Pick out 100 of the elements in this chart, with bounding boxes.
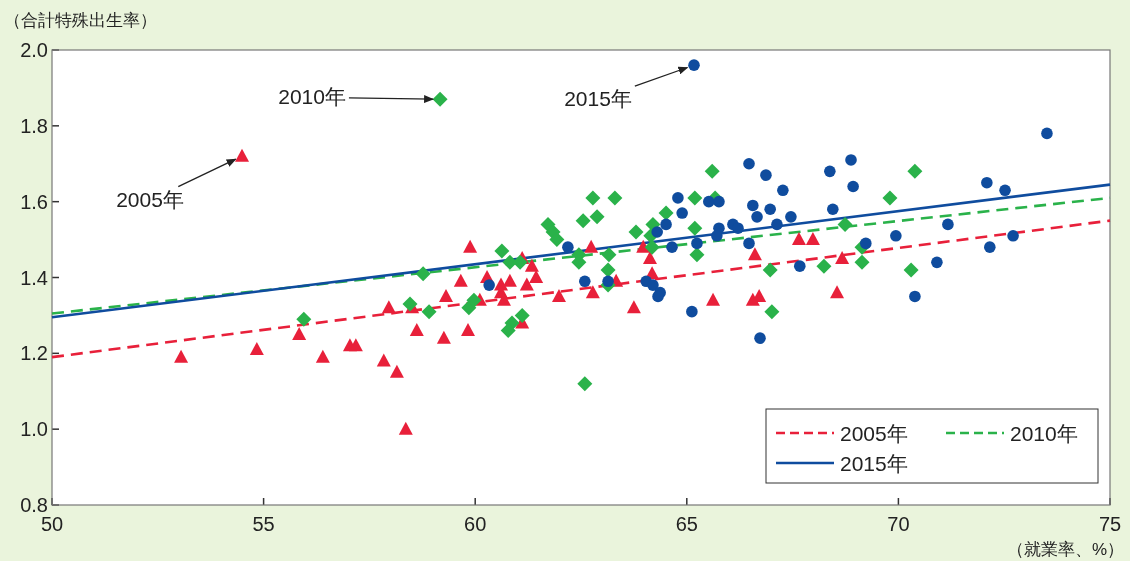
point [483, 279, 495, 291]
point [837, 216, 853, 232]
point [651, 226, 663, 238]
point [524, 258, 539, 272]
point [805, 232, 820, 246]
point [743, 157, 755, 170]
x-tick-label: 55 [252, 513, 275, 535]
point [584, 239, 599, 253]
point [381, 300, 396, 314]
point [760, 169, 772, 181]
point [466, 292, 482, 308]
annotation: 2015年 [564, 87, 632, 111]
point [601, 247, 617, 263]
point [348, 338, 363, 352]
point [502, 273, 517, 287]
annotation: 2010年 [278, 85, 346, 109]
point [575, 213, 591, 229]
point [771, 218, 783, 231]
point [660, 218, 672, 231]
point [764, 203, 776, 216]
point [791, 232, 806, 246]
point [500, 323, 516, 339]
x-tick-label: 60 [464, 513, 487, 535]
y-tick-label: 2.0 [20, 39, 48, 61]
point [687, 190, 703, 206]
y-tick-label: 1.2 [20, 342, 48, 365]
point [628, 224, 644, 240]
point [551, 288, 566, 302]
point [666, 241, 678, 253]
point [827, 203, 839, 216]
annotation: 2005年 [116, 188, 184, 212]
point [644, 239, 660, 255]
point [706, 292, 721, 306]
point [398, 421, 413, 435]
point [529, 270, 544, 283]
point [494, 243, 510, 259]
point [743, 237, 755, 250]
point [409, 323, 424, 337]
y-axis-title: （合計特殊出生率） [4, 11, 157, 30]
point [713, 195, 725, 208]
point [751, 211, 763, 223]
point [292, 326, 307, 340]
point [642, 251, 657, 265]
point [652, 290, 664, 303]
point [860, 237, 872, 250]
point [785, 211, 797, 223]
point [942, 218, 954, 231]
point [824, 165, 836, 178]
point [647, 279, 659, 291]
point [602, 275, 614, 288]
point [854, 254, 870, 270]
point [463, 239, 478, 253]
point [688, 59, 700, 71]
point [514, 307, 530, 323]
point [315, 349, 330, 363]
point [235, 148, 250, 162]
point [174, 349, 189, 363]
point [461, 323, 476, 337]
point [562, 241, 574, 253]
point [931, 256, 943, 269]
point [747, 247, 762, 261]
point [984, 241, 996, 253]
point [549, 232, 565, 248]
point [432, 91, 448, 107]
legend-label: 2010年 [1010, 422, 1078, 445]
point [579, 275, 591, 288]
legend-label: 2005年 [840, 422, 908, 445]
point [882, 190, 898, 206]
point [903, 262, 919, 278]
x-tick-label: 70 [887, 513, 910, 535]
point [1007, 229, 1019, 242]
x-axis-title: （就業率、%） [1006, 540, 1124, 559]
point [439, 288, 453, 302]
point [691, 237, 703, 250]
point [1041, 127, 1053, 140]
point [607, 190, 623, 206]
x-tick-label: 50 [40, 513, 64, 535]
point [907, 163, 923, 179]
point [421, 304, 437, 320]
y-tick-label: 0.8 [20, 494, 48, 516]
point [415, 266, 431, 282]
point [764, 304, 780, 320]
point [687, 220, 703, 236]
point [754, 332, 766, 344]
y-tick-label: 1.8 [20, 114, 48, 137]
point [676, 207, 688, 219]
point [658, 205, 674, 221]
point [890, 229, 902, 242]
point [453, 273, 468, 287]
point [747, 199, 759, 212]
point [519, 277, 534, 291]
point [436, 330, 451, 344]
point [585, 285, 600, 299]
point [376, 353, 391, 367]
point [835, 251, 850, 265]
point [732, 222, 744, 235]
point [585, 190, 601, 206]
point [816, 258, 832, 274]
point [847, 180, 859, 193]
x-tick-label: 65 [675, 513, 698, 535]
